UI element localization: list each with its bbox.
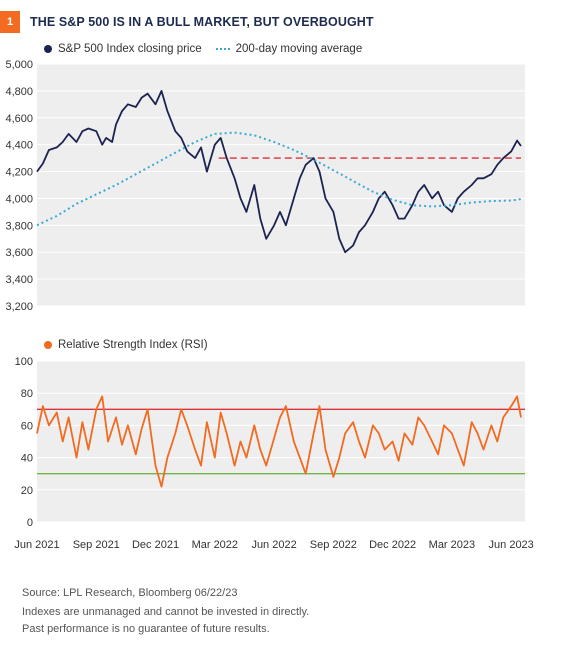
legend-item-sp500: S&P 500 Index closing price bbox=[44, 43, 202, 55]
price-y-tick-label: 3,800 bbox=[5, 220, 33, 232]
dotted-line-icon bbox=[215, 48, 230, 50]
legend-label-sp500: S&P 500 Index closing price bbox=[58, 43, 202, 55]
x-tick-label: Mar 2022 bbox=[192, 539, 238, 551]
legend-label-ma200: 200-day moving average bbox=[235, 43, 363, 55]
disclaimer-note-2: Past performance is no guarantee of futu… bbox=[22, 623, 270, 635]
x-tick-label: Jun 2023 bbox=[489, 539, 534, 551]
price-y-tick-label: 3,600 bbox=[5, 247, 33, 259]
rsi-plot-area bbox=[37, 361, 525, 522]
price-y-tick-label: 3,400 bbox=[5, 274, 33, 286]
x-tick-label: Jun 2022 bbox=[251, 539, 296, 551]
x-tick-label: Dec 2022 bbox=[369, 539, 416, 551]
x-tick-label: Mar 2023 bbox=[429, 539, 475, 551]
price-y-tick-label: 5,000 bbox=[5, 59, 33, 71]
x-tick-label: Sep 2021 bbox=[73, 539, 120, 551]
chart-title: THE S&P 500 IS IN A BULL MARKET, BUT OVE… bbox=[30, 15, 374, 29]
rsi-series-line-0 bbox=[36, 395, 522, 488]
price-y-tick-label: 4,000 bbox=[5, 193, 33, 205]
rsi-y-tick-label: 100 bbox=[15, 356, 33, 368]
legend-label-rsi: Relative Strength Index (RSI) bbox=[58, 339, 208, 351]
rsi-y-tick-label: 60 bbox=[21, 420, 33, 432]
price-legend: S&P 500 Index closing price 200-day movi… bbox=[44, 43, 362, 55]
legend-item-ma200: 200-day moving average bbox=[215, 43, 363, 55]
price-plot-area bbox=[37, 64, 525, 306]
price-y-tick-label: 3,200 bbox=[5, 301, 33, 313]
x-tick-label: Sep 2022 bbox=[310, 539, 357, 551]
source-note: Source: LPL Research, Bloomberg 06/22/23 bbox=[22, 587, 238, 599]
rsi-y-tick-label: 20 bbox=[21, 485, 33, 497]
rsi-y-tick-label: 40 bbox=[21, 453, 33, 465]
legend-item-rsi: Relative Strength Index (RSI) bbox=[44, 339, 208, 351]
x-tick-label: Jun 2021 bbox=[14, 539, 59, 551]
price-series-line-1 bbox=[36, 131, 522, 227]
price-series-line-0 bbox=[36, 90, 522, 254]
navy-dot-icon bbox=[44, 45, 52, 53]
rsi-legend: Relative Strength Index (RSI) bbox=[44, 339, 208, 351]
rsi-y-tick-label: 0 bbox=[27, 517, 33, 529]
figure-number-badge: 1 bbox=[0, 11, 20, 33]
price-y-tick-label: 4,200 bbox=[5, 167, 33, 179]
rsi-y-tick-label: 80 bbox=[21, 388, 33, 400]
x-tick-label: Dec 2021 bbox=[132, 539, 179, 551]
price-y-tick-label: 4,400 bbox=[5, 140, 33, 152]
price-y-tick-label: 4,800 bbox=[5, 86, 33, 98]
price-y-tick-label: 4,600 bbox=[5, 113, 33, 125]
disclaimer-note-1: Indexes are unmanaged and cannot be inve… bbox=[22, 606, 310, 618]
orange-dot-icon bbox=[44, 341, 52, 349]
